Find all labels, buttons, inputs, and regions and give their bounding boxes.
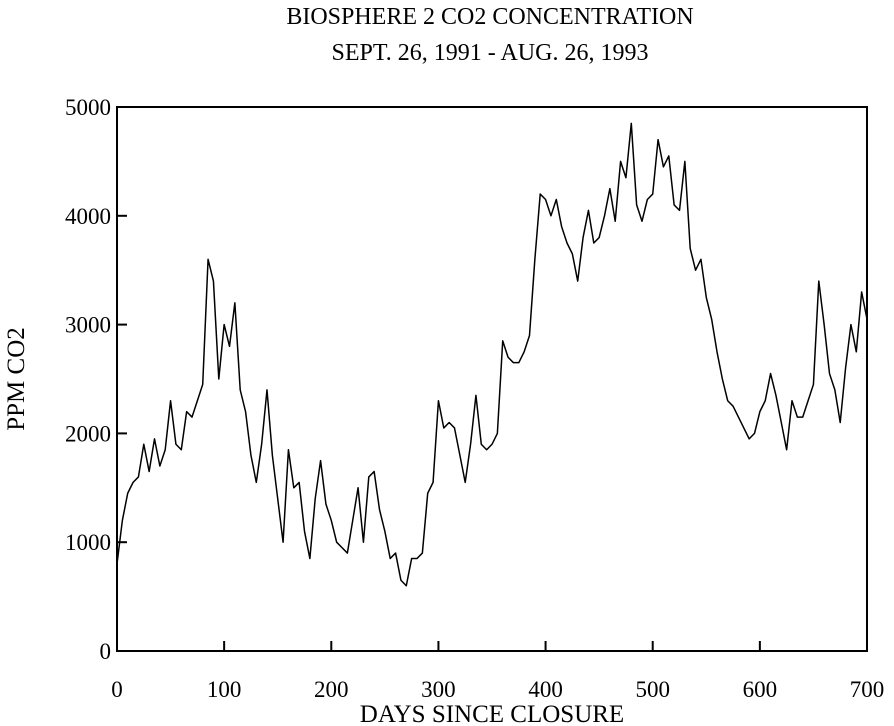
chart-title: BIOSPHERE 2 CO2 CONCENTRATION — [286, 4, 693, 30]
y-tick-label: 0 — [100, 639, 112, 664]
y-tick-label: 3000 — [65, 313, 111, 338]
y-axis-label: PPM CO2 — [3, 327, 30, 431]
x-tick-label: 600 — [743, 677, 778, 702]
x-tick-label: 500 — [635, 677, 670, 702]
y-tick-label: 4000 — [65, 204, 111, 229]
y-tick-label: 2000 — [65, 421, 111, 446]
x-tick-label: 200 — [314, 677, 349, 702]
plot-frame — [116, 106, 868, 652]
x-axis-label: DAYS SINCE CLOSURE — [360, 701, 624, 726]
x-tick-label: 0 — [111, 677, 123, 702]
x-tick-label: 400 — [528, 677, 563, 702]
data-line — [116, 122, 868, 587]
chart-subtitle: SEPT. 26, 1991 - AUG. 26, 1993 — [332, 40, 649, 66]
y-tick-label: 5000 — [65, 95, 111, 120]
x-tick-label: 700 — [850, 677, 885, 702]
y-tick-label: 1000 — [65, 530, 111, 555]
x-tick-label: 100 — [207, 677, 242, 702]
x-tick-label: 300 — [421, 677, 456, 702]
